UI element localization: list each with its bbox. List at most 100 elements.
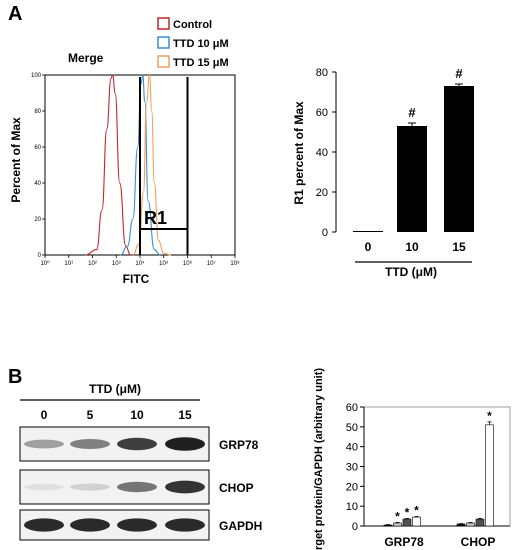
blot-band — [117, 518, 157, 532]
histogram-line — [120, 74, 161, 256]
r1-x-tick-label: 10 — [405, 240, 419, 254]
histogram-y-tick-label: 60 — [34, 145, 41, 151]
r1-bar — [444, 86, 474, 232]
gate-label: R1 — [144, 208, 167, 228]
tp-group-label: GRP78 — [384, 535, 424, 549]
histogram-x-tick-label: 10³ — [112, 261, 121, 267]
tp-y-tick-label: 0 — [352, 521, 358, 533]
panel-letter-b: B — [8, 366, 22, 388]
histogram-x-tick-label: 10⁷ — [207, 260, 216, 267]
blot-band — [70, 483, 110, 491]
r1-ylabel: R1 percent of Max — [292, 101, 306, 205]
flow-histogram: Merge Percent of Max FITC 0 20 40 60 80 100 1… — [9, 51, 240, 286]
blot-band — [24, 483, 64, 491]
blot-lane-label: 15 — [178, 408, 192, 422]
blot-band — [165, 437, 205, 451]
tp-y-tick-label: 50 — [346, 422, 358, 434]
r1-xlabel: TTD (μM) — [385, 265, 437, 279]
tp-bar — [412, 516, 421, 527]
tp-significance-mark: * — [487, 409, 492, 423]
histogram-y-tick-label: 40 — [34, 181, 41, 187]
blot-band — [117, 481, 157, 493]
tp-bar — [475, 518, 485, 527]
histogram-x-tick-label: 10¹ — [64, 261, 73, 267]
histogram-x-tick-label: 10⁰ — [40, 260, 50, 267]
blot-band — [70, 518, 110, 532]
tp-group-label: CHOP — [461, 535, 496, 549]
blot-lane-label: 10 — [130, 408, 144, 422]
histogram-y-tick-label: 20 — [34, 217, 41, 223]
tp-bar — [466, 522, 475, 527]
blot-row-label: GAPDH — [219, 519, 262, 533]
histogram-x-tick-label: 10⁴ — [135, 260, 145, 267]
blot-band — [165, 480, 205, 494]
blot-rows: GRP78 CHOP GAPDH — [19, 426, 262, 541]
tp-significance-mark: * — [414, 503, 419, 517]
blot-band — [70, 439, 110, 449]
legend-swatch-ttd15 — [157, 55, 170, 68]
tp-y-tick-label: 30 — [346, 462, 358, 474]
histogram-x-tick-label: 10⁸ — [230, 260, 240, 267]
histogram-line — [132, 74, 171, 256]
r1-y-tick-label: 40 — [316, 147, 328, 159]
tp-axes: 0 10 20 30 40 50 60 — [346, 402, 511, 533]
legend-label-control: Control — [173, 19, 212, 31]
r1-y-tick-label: 80 — [316, 67, 328, 79]
legend-swatch-control — [157, 17, 170, 30]
tp-ylabel: Target protein/GAPDH (arbitrary unit) — [313, 368, 325, 550]
r1-y-tick-label: 20 — [316, 187, 328, 199]
blot-row-label: GRP78 — [219, 438, 259, 452]
histogram-y-tick-label: 0 — [38, 253, 42, 259]
tp-significance-mark: * — [405, 505, 410, 519]
r1-x-tick-label: 15 — [452, 240, 466, 254]
blot-band — [117, 437, 157, 451]
histogram-x-tick-label: 10⁵ — [159, 260, 169, 267]
blot-header: TTD (μM) — [89, 382, 141, 396]
histogram-ylabel: Percent of Max — [9, 117, 23, 203]
r1-bars: 0 #10 #15 — [353, 66, 474, 254]
blot-lane-label: 0 — [41, 408, 48, 422]
r1-y-tick-label: 0 — [322, 227, 328, 239]
histogram-y-tick-label: 80 — [34, 109, 41, 115]
tp-bar — [485, 424, 494, 527]
blot-band — [24, 518, 64, 532]
tp-bar — [383, 524, 393, 527]
blot-lane-labels: 0 5 10 15 — [41, 408, 192, 422]
blot-row-label: CHOP — [219, 481, 254, 495]
histogram-x-tick-label: 10⁶ — [183, 260, 193, 267]
tp-y-tick-label: 10 — [346, 501, 358, 513]
tp-bars: * * * GRP78 * CHOP — [383, 409, 496, 549]
blot-band — [165, 518, 205, 532]
tp-y-tick-label: 20 — [346, 481, 358, 493]
tp-bar — [456, 523, 466, 527]
r1-bar-chart: R1 percent of Max TTD (μM) 0 20 40 60 80 0 #1… — [292, 66, 474, 279]
western-blot: TTD (μM) 0 5 10 15 GRP78 CHOP GAPDH — [19, 382, 262, 541]
histogram-x-tick-label: 10² — [88, 261, 97, 267]
histogram-xlabel: FITC — [123, 272, 150, 286]
tp-bar — [402, 518, 412, 527]
target-protein-chart: Target protein/GAPDH (arbitrary unit) 0 1… — [313, 368, 511, 550]
tp-bar — [393, 522, 402, 527]
r1-bar — [397, 126, 427, 232]
r1-y-tick-label: 60 — [316, 107, 328, 119]
histogram-line — [85, 74, 131, 256]
legend-label-ttd10: TTD 10 μM — [173, 38, 229, 50]
histogram-title: Merge — [68, 51, 104, 65]
histogram-legend: Control TTD 10 μM TTD 15 μM — [157, 17, 229, 69]
tp-y-tick-label: 60 — [346, 402, 358, 414]
r1-significance-mark: # — [408, 105, 416, 120]
legend-swatch-ttd10 — [157, 36, 170, 49]
histogram-y-ticks: 0 20 40 60 80 100 — [31, 73, 45, 259]
r1-gate: R1 — [139, 77, 189, 255]
legend-label-ttd15: TTD 15 μM — [173, 57, 229, 69]
tp-y-tick-label: 40 — [346, 442, 358, 454]
histogram-x-ticks: 10⁰ 10¹ 10² 10³ 10⁴ 10⁵ 10⁶ 10⁷ 10⁸ — [40, 255, 240, 267]
tp-significance-mark: * — [395, 509, 400, 523]
r1-bar — [353, 231, 383, 232]
r1-x-tick-label: 0 — [365, 240, 372, 254]
histogram-y-tick-label: 100 — [31, 73, 42, 79]
r1-significance-mark: # — [455, 66, 463, 81]
histogram-series — [85, 74, 171, 256]
r1-axes: 0 20 40 60 80 — [316, 67, 472, 263]
